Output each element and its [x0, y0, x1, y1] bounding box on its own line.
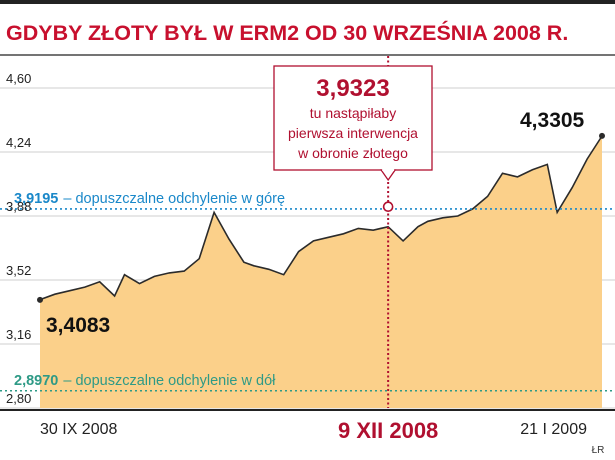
end-value-label: 4,3305: [520, 109, 585, 132]
y-axis: 4,60 4,24 3,88 3,52 3,16 2,80: [6, 71, 31, 406]
y-tick-label: 4,24: [6, 135, 31, 150]
y-tick-label: 4,60: [6, 71, 31, 86]
price-line: [39, 135, 603, 301]
band-text-lower: – dopuszczalne odchylenie w dół: [63, 373, 276, 389]
band-text-upper: – dopuszczalne odchylenie w górę: [63, 191, 285, 207]
x-label-start: 30 IX 2008: [40, 421, 118, 438]
annotation: 3,9323 tu nastąpiłaby pierwsza interwencja…: [273, 56, 433, 408]
credit: ŁR: [592, 445, 605, 456]
price-area: [40, 136, 602, 408]
intervention-point: [382, 201, 394, 213]
band-label-upper: 3,9195 – dopuszczalne odchylenie w górę: [14, 191, 285, 207]
annotation-text: pierwsza interwencja: [288, 125, 418, 141]
y-tick-label: 2,80: [6, 391, 31, 406]
band-value-upper: 3,9195: [14, 191, 58, 207]
x-axis: 30 IX 2008 9 XII 2008 21 I 2009: [40, 418, 587, 443]
start-point: [37, 296, 43, 303]
data-points: 3,4083 4,3305: [37, 109, 605, 337]
band-label-lower: 2,8970 – dopuszczalne odchylenie w dół: [14, 373, 276, 389]
annotation-pointer: [379, 169, 397, 182]
chart-title: GDYBY ZŁOTY BYŁ W ERM2 OD 30 WRZEŚNIA 20…: [6, 20, 568, 45]
annotation-value: 3,9323: [316, 75, 389, 102]
y-tick-label: 3,52: [6, 263, 31, 278]
y-tick-label: 3,88: [6, 199, 31, 214]
bands: 3,9195 – dopuszczalne odchylenie w górę 2,…: [0, 191, 615, 392]
start-value-label: 3,4083: [46, 314, 110, 337]
annotation-text: w obronie złotego: [297, 145, 408, 161]
x-label-intervention: 9 XII 2008: [338, 418, 438, 443]
x-label-end: 21 I 2009: [520, 421, 587, 438]
y-tick-label: 3,16: [6, 327, 31, 342]
top-rule: [0, 0, 615, 4]
band-value-lower: 2,8970: [14, 373, 58, 389]
end-point: [599, 132, 605, 139]
annotation-text: tu nastąpiłaby: [310, 105, 396, 121]
annotation-box: [273, 65, 433, 171]
